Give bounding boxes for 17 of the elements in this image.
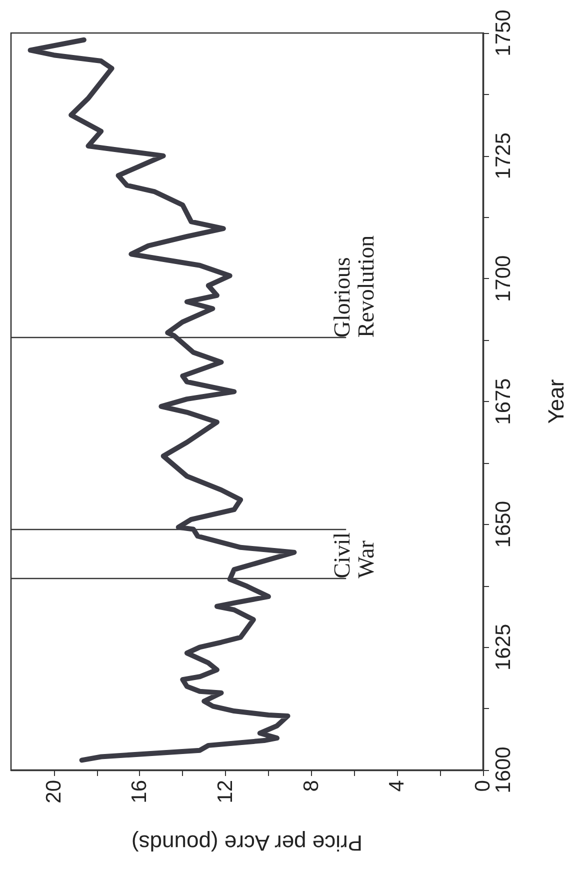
x-tick-label: 8 — [300, 780, 323, 792]
y-tick-label: 1725 — [492, 132, 515, 180]
x-tick-label: 12 — [214, 780, 238, 804]
x-tick-label: 20 — [42, 780, 66, 804]
y-tick-label: 1625 — [492, 624, 515, 671]
y-tick-label: 1700 — [492, 255, 515, 302]
ref-line-label: Civil War — [330, 532, 379, 578]
x-tick-label: 16 — [128, 780, 152, 804]
x-tick-label: 4 — [386, 780, 409, 792]
y-tick-label: 1675 — [492, 378, 515, 425]
y-tick-label: 1750 — [492, 10, 515, 56]
x-tick-label: 0 — [472, 780, 494, 792]
x-axis-title: Price per Acre (pounds) — [131, 830, 363, 856]
y-tick-label: 1600 — [492, 746, 515, 794]
ref-line-label: Glorious Revolution — [330, 234, 379, 338]
y-tick-label: 1650 — [492, 500, 515, 548]
y-axis-title: Year — [544, 379, 568, 424]
